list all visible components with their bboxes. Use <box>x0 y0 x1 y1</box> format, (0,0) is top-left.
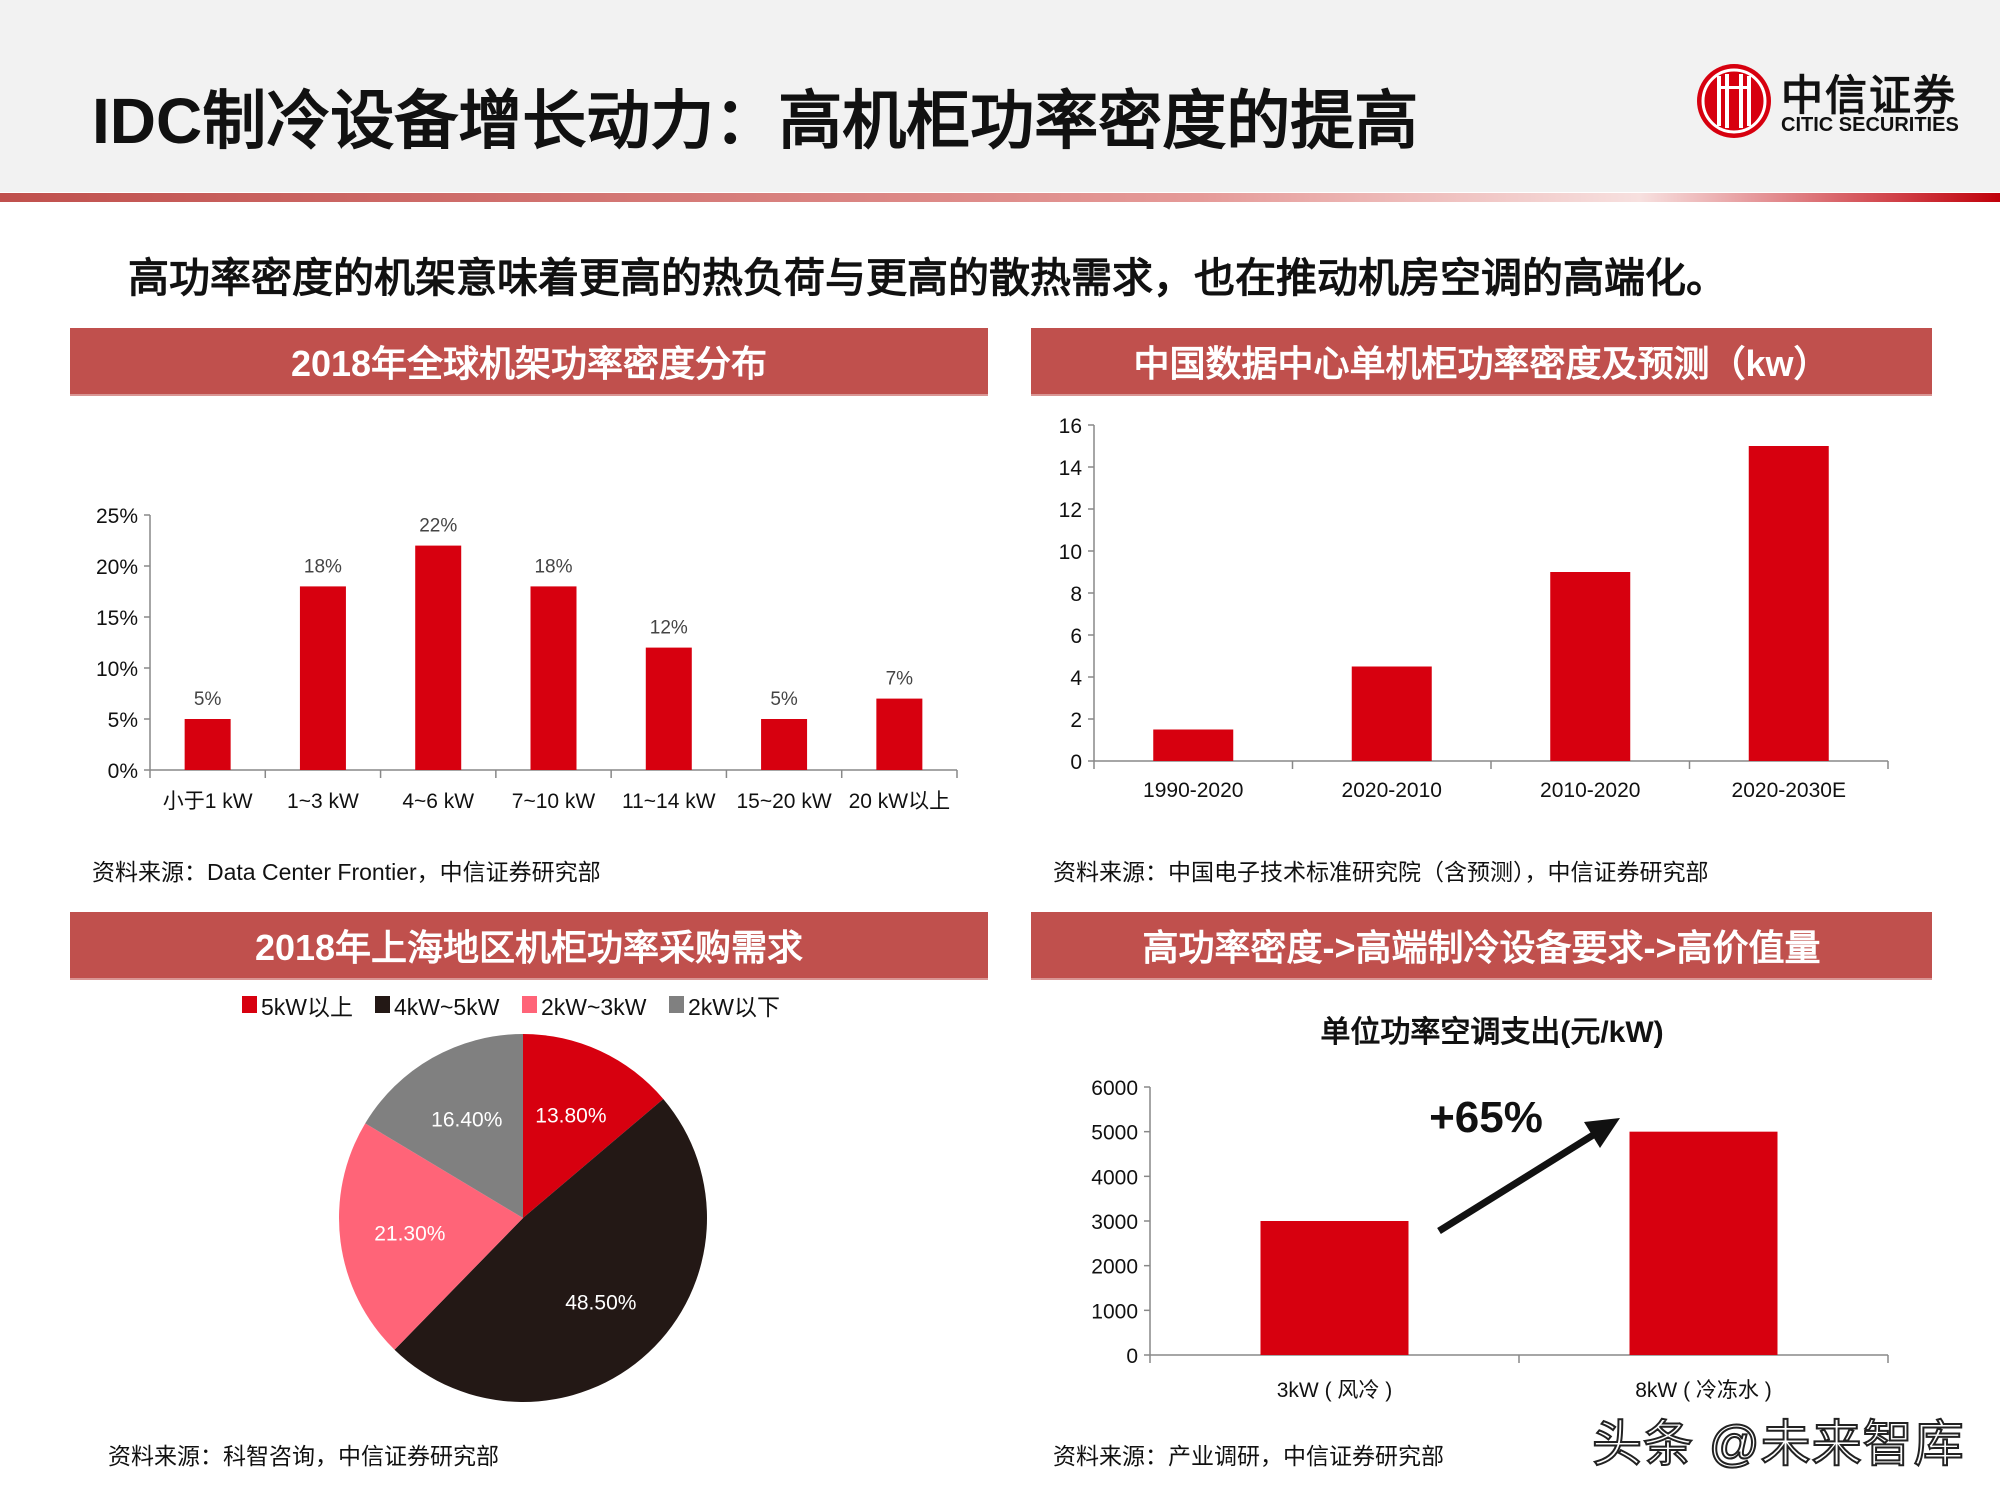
y-tick-label: 12 <box>1059 499 1082 522</box>
legend-swatch <box>522 996 537 1013</box>
x-tick-label: 7~10 kW <box>512 790 596 813</box>
bar <box>1351 666 1432 761</box>
bar <box>761 719 808 770</box>
bar <box>1260 1221 1409 1355</box>
y-tick-label: 0 <box>1126 1345 1138 1368</box>
bar <box>1153 729 1234 761</box>
logo-text-en: CITIC SECURITIES <box>1781 114 1959 136</box>
y-tick-label: 6000 <box>1091 1077 1138 1100</box>
x-tick-label: 15~20 kW <box>737 790 832 813</box>
panel-title-shanghai-demand: 2018年上海地区机柜功率采购需求 <box>70 912 988 980</box>
bar <box>1550 572 1631 761</box>
bar <box>299 586 346 770</box>
pie-slice <box>523 1034 664 1218</box>
data-label: 5% <box>194 689 222 710</box>
y-tick-label: 15% <box>96 607 138 630</box>
y-tick-label: 0 <box>1070 751 1082 774</box>
pie-slice <box>339 1123 523 1350</box>
source-note-4: 资料来源：产业调研，中信证券研究部 <box>1053 1443 1444 1469</box>
y-tick-label: 20% <box>96 556 138 579</box>
source-note-1: 资料来源：Data Center Frontier，中信证券研究部 <box>92 859 601 885</box>
y-tick-label: 0% <box>108 760 138 783</box>
bar <box>876 698 923 770</box>
x-tick-label: 小于1 kW <box>163 790 253 813</box>
legend-label: 5kW以上 <box>261 994 353 1020</box>
bar <box>530 586 577 770</box>
citic-emblem-icon <box>1697 64 1771 138</box>
x-tick-label: 3kW ( 风冷 ) <box>1277 1379 1393 1402</box>
pie-slice <box>365 1034 523 1218</box>
pie-slice <box>394 1098 708 1403</box>
y-tick-label: 5% <box>108 709 138 732</box>
y-tick-label: 16 <box>1059 415 1082 438</box>
y-tick-label: 2 <box>1070 709 1082 732</box>
x-tick-label: 20 kW以上 <box>849 790 951 813</box>
panel-title-cooling-value: 高功率密度->高端制冷设备要求->高价值量 <box>1031 912 1932 980</box>
source-note-3: 资料来源：科智咨询，中信证券研究部 <box>108 1443 499 1469</box>
header-band <box>0 0 2000 192</box>
legend-swatch <box>375 996 390 1013</box>
bar <box>184 719 231 770</box>
citic-logo: 中信证券 CITIC SECURITIES <box>1695 62 1965 142</box>
y-tick-label: 2000 <box>1091 1256 1138 1279</box>
legend-swatch <box>242 996 257 1013</box>
x-tick-label: 4~6 kW <box>402 790 474 813</box>
pie-data-label: 13.80% <box>535 1104 606 1127</box>
page-title: IDC制冷设备增长动力：高机柜功率密度的提高 <box>92 85 1419 157</box>
y-tick-label: 1000 <box>1091 1300 1138 1323</box>
bar <box>1748 446 1829 761</box>
y-tick-label: 10% <box>96 658 138 681</box>
data-label: 5% <box>770 689 798 710</box>
x-tick-label: 11~14 kW <box>622 790 716 813</box>
pie-data-label: 48.50% <box>565 1291 636 1314</box>
legend-label: 2kW以下 <box>688 994 780 1020</box>
legend-swatch <box>669 996 684 1013</box>
bar <box>1629 1131 1778 1355</box>
y-tick-label: 4 <box>1070 667 1082 690</box>
watermark: 头条 @未来智库 <box>1591 1415 1965 1473</box>
y-tick-label: 5000 <box>1091 1122 1138 1145</box>
y-tick-label: 25% <box>96 505 138 528</box>
bar <box>645 647 692 770</box>
data-label: 7% <box>886 669 914 690</box>
arrow-icon <box>1437 1129 1600 1234</box>
header-divider <box>0 193 2000 202</box>
bar <box>415 545 462 770</box>
x-tick-label: 2010-2020 <box>1540 779 1640 802</box>
logo-text-cn: 中信证券 <box>1781 71 1958 120</box>
pie-data-label: 16.40% <box>431 1109 502 1132</box>
x-tick-label: 2020-2030E <box>1732 779 1846 802</box>
subtitle: 高功率密度的机架意味着更高的热负荷与更高的散热需求，也在推动机房空调的高端化。 <box>128 255 1727 301</box>
y-tick-label: 10 <box>1059 541 1082 564</box>
data-label: 12% <box>650 618 688 639</box>
x-tick-label: 1990-2020 <box>1143 779 1243 802</box>
y-tick-label: 14 <box>1059 457 1083 480</box>
y-tick-label: 8 <box>1070 583 1082 606</box>
x-tick-label: 1~3 kW <box>287 790 359 813</box>
panel-title-global-density: 2018年全球机架功率密度分布 <box>70 328 988 396</box>
x-tick-label: 8kW ( 冷冻水 ) <box>1635 1379 1772 1402</box>
legend-label: 4kW~5kW <box>394 994 500 1020</box>
panel-title-china-density: 中国数据中心单机柜功率密度及预测（kw） <box>1031 328 1932 396</box>
y-tick-label: 4000 <box>1091 1166 1138 1189</box>
source-note-2: 资料来源：中国电子技术标准研究院（含预测），中信证券研究部 <box>1053 859 1709 885</box>
growth-annotation: +65% <box>1429 1093 1543 1142</box>
x-tick-label: 2020-2010 <box>1342 779 1442 802</box>
legend-label: 2kW~3kW <box>541 994 647 1020</box>
data-label: 18% <box>304 556 342 577</box>
y-tick-label: 6 <box>1070 625 1082 648</box>
pie-data-label: 21.30% <box>374 1223 445 1246</box>
y-tick-label: 3000 <box>1091 1211 1138 1234</box>
data-label: 18% <box>534 556 572 577</box>
chart-title: 单位功率空调支出(元/kW) <box>1320 1015 1663 1049</box>
arrowhead-icon <box>1584 1118 1620 1148</box>
data-label: 22% <box>419 516 457 537</box>
